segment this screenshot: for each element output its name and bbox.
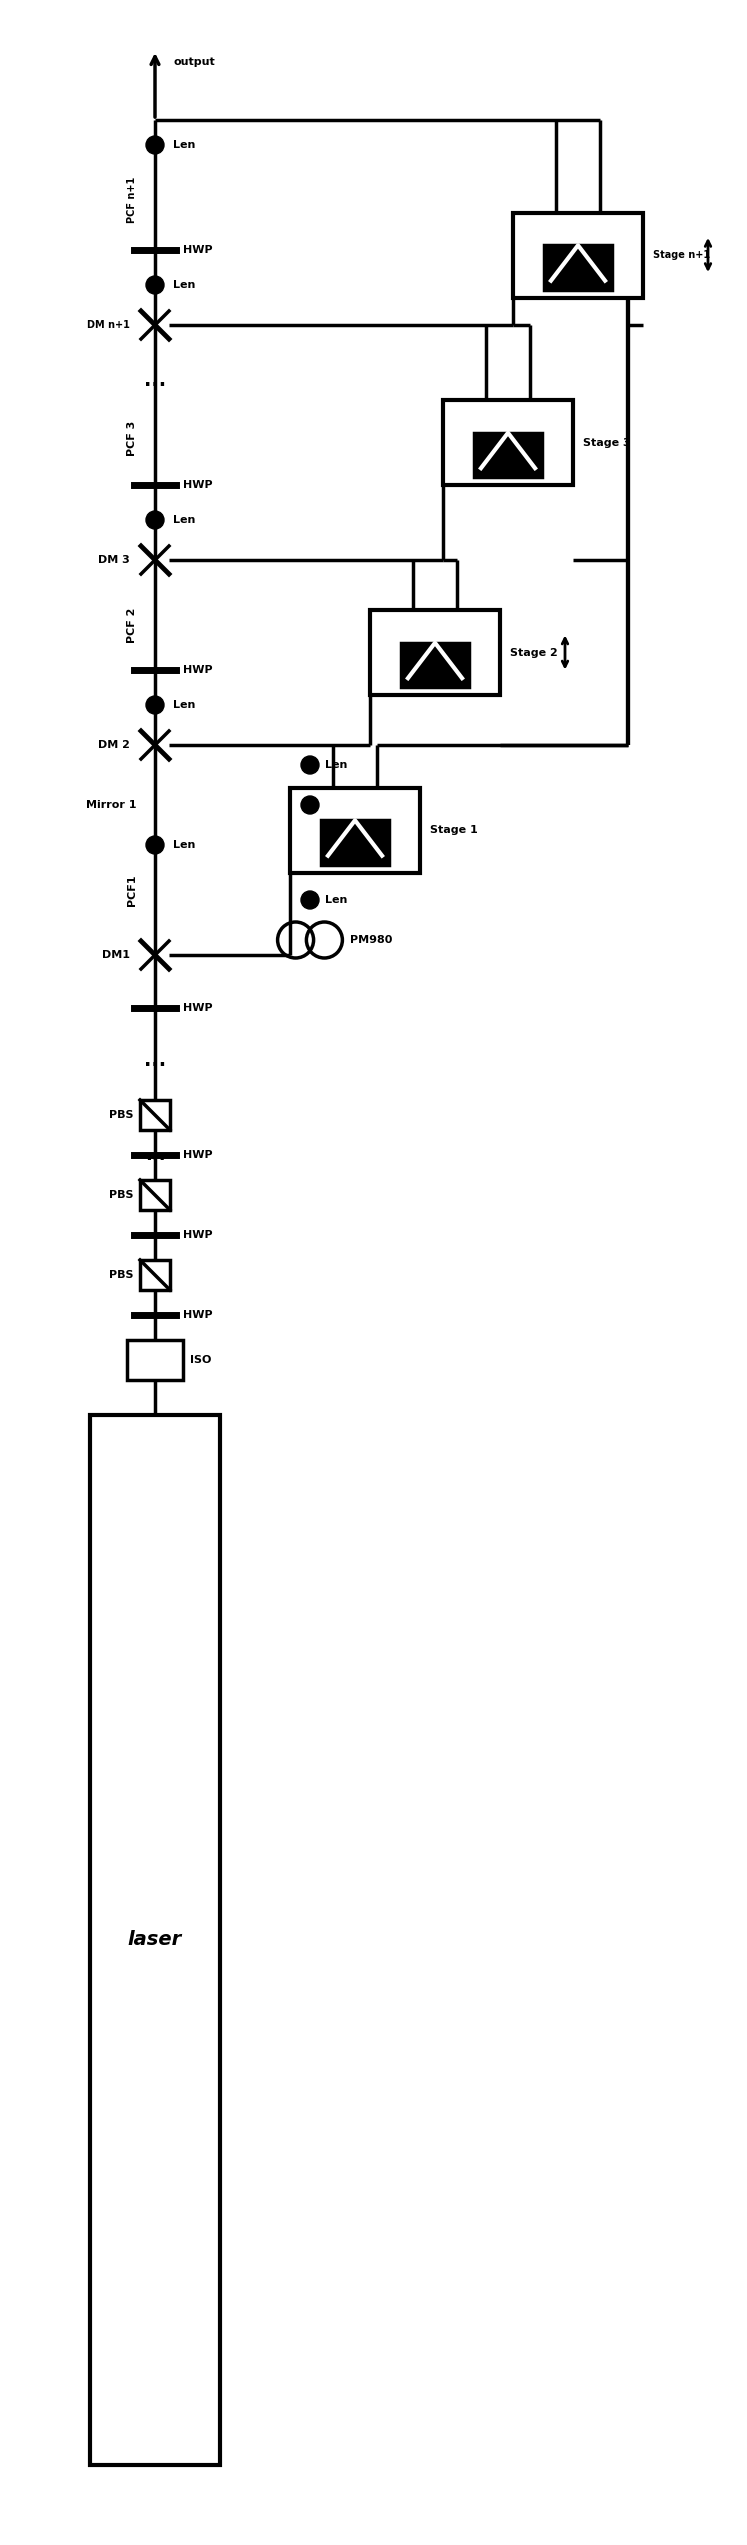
Text: DM1: DM1: [102, 949, 130, 959]
Text: ...: ...: [144, 372, 166, 389]
Bar: [513, 211, 643, 298]
Circle shape: [146, 695, 164, 715]
Text: HWP: HWP: [183, 1311, 213, 1321]
Text: Len: Len: [173, 840, 196, 850]
Circle shape: [146, 135, 164, 155]
Text: ...: ...: [145, 1145, 165, 1163]
Bar: [290, 786, 420, 873]
Circle shape: [301, 891, 319, 909]
Text: laser: laser: [128, 1932, 182, 1949]
Text: HWP: HWP: [183, 481, 213, 491]
Text: HWP: HWP: [183, 1229, 213, 1239]
Text: Mirror2: Mirror2: [325, 799, 371, 809]
Text: Len: Len: [173, 700, 196, 710]
Bar: [401, 644, 469, 687]
Text: HWP: HWP: [183, 244, 213, 254]
Text: Stage n+1: Stage n+1: [653, 249, 710, 260]
Text: Stage 2: Stage 2: [510, 646, 558, 657]
Text: DM n+1: DM n+1: [87, 321, 130, 331]
Text: Len: Len: [325, 761, 347, 771]
Text: Len: Len: [173, 140, 196, 150]
Bar: [321, 819, 388, 865]
Bar: [127, 1341, 183, 1379]
Text: PCF1: PCF1: [127, 875, 137, 906]
Bar: [90, 1415, 220, 2466]
Bar: [545, 244, 612, 290]
Text: ISO: ISO: [190, 1354, 211, 1364]
Text: PM980: PM980: [350, 934, 392, 944]
Bar: [140, 1099, 170, 1130]
Circle shape: [146, 512, 164, 529]
Text: ...: ...: [144, 1051, 166, 1069]
Text: Len: Len: [173, 514, 196, 524]
Circle shape: [146, 275, 164, 295]
Text: PBS: PBS: [108, 1270, 133, 1280]
Circle shape: [301, 797, 319, 814]
Text: Len: Len: [173, 280, 196, 290]
Text: PCF 3: PCF 3: [127, 420, 137, 456]
Circle shape: [146, 835, 164, 855]
Text: PCF n+1: PCF n+1: [127, 176, 137, 224]
Text: HWP: HWP: [183, 664, 213, 674]
Text: PBS: PBS: [108, 1191, 133, 1201]
Text: HWP: HWP: [183, 1150, 213, 1161]
Bar: [474, 433, 542, 476]
Text: PCF 2: PCF 2: [127, 608, 137, 644]
Text: HWP: HWP: [183, 1003, 213, 1013]
Bar: [443, 400, 573, 486]
Text: output: output: [173, 56, 214, 66]
Text: DM 2: DM 2: [98, 741, 130, 751]
Text: Mirror 1: Mirror 1: [87, 799, 137, 809]
Text: DM 3: DM 3: [99, 555, 130, 565]
Bar: [370, 611, 500, 695]
Text: Stage 1: Stage 1: [430, 825, 478, 835]
Text: Stage 3: Stage 3: [583, 438, 630, 448]
Bar: [140, 1260, 170, 1290]
Bar: [140, 1181, 170, 1209]
Text: Len: Len: [325, 896, 347, 906]
Circle shape: [301, 756, 319, 774]
Text: PBS: PBS: [108, 1110, 133, 1120]
